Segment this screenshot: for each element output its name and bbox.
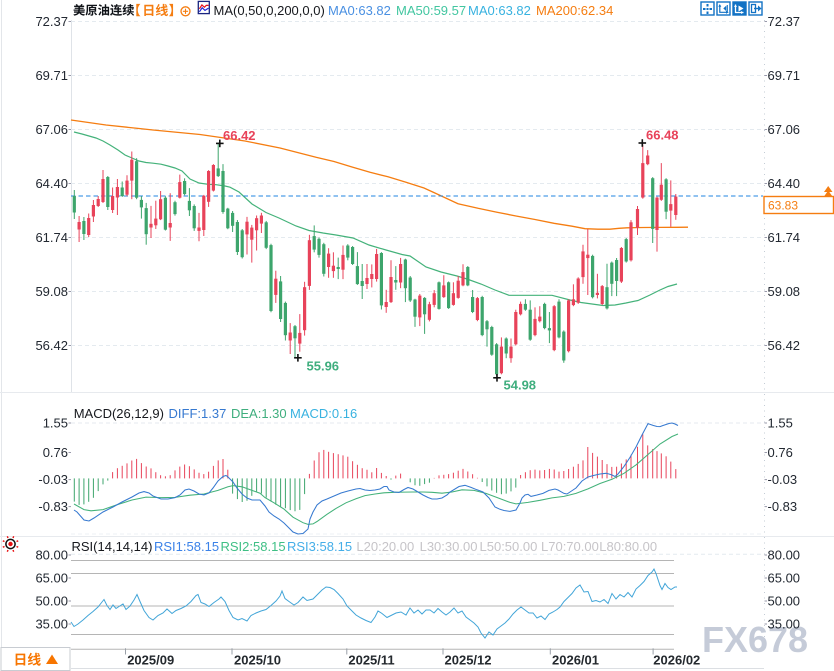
svg-text:L20:20.00: L20:20.00 [356,539,414,554]
svg-text:61.74: 61.74 [35,230,68,245]
svg-text:66.48: 66.48 [646,128,679,143]
svg-text:50.00: 50.00 [35,594,68,609]
svg-text:L70:70.00: L70:70.00 [541,539,599,554]
svg-text:2025/11: 2025/11 [348,653,394,668]
svg-text:67.06: 67.06 [35,122,68,137]
svg-text:-0.03: -0.03 [38,472,68,487]
svg-text:-0.83: -0.83 [768,499,798,514]
svg-text:L80:80.00: L80:80.00 [599,539,657,554]
svg-text:56.42: 56.42 [35,338,68,353]
svg-text:59.08: 59.08 [35,284,68,299]
svg-text:L30:30.00: L30:30.00 [420,539,478,554]
svg-text:DIFF:1.37: DIFF:1.37 [169,406,227,421]
svg-text:1.55: 1.55 [768,416,793,431]
svg-text:2025/12: 2025/12 [445,653,492,668]
svg-text:2026/01: 2026/01 [552,653,599,668]
svg-text:MA0:63.82: MA0:63.82 [468,3,531,18]
svg-text:MACD:0.16: MACD:0.16 [290,406,357,421]
svg-text:72.37: 72.37 [768,14,801,29]
svg-text:0.76: 0.76 [43,445,68,460]
svg-text:RSI2:58.15: RSI2:58.15 [221,539,286,554]
svg-text:64.40: 64.40 [35,176,68,191]
svg-text:63.83: 63.83 [768,199,798,213]
svg-text:80.00: 80.00 [35,548,68,563]
svg-text:35.00: 35.00 [768,617,801,632]
svg-text:-0.03: -0.03 [768,472,798,487]
svg-text:65.00: 65.00 [35,571,68,586]
svg-text:72.37: 72.37 [35,14,68,29]
svg-text:64.40: 64.40 [768,176,801,191]
svg-text:MA0:63.82: MA0:63.82 [328,3,391,18]
svg-text:0.76: 0.76 [768,445,793,460]
svg-text:RSI3:58.15: RSI3:58.15 [287,539,352,554]
svg-text:MACD(26,12,9): MACD(26,12,9) [74,406,164,421]
svg-text:MA(0,50,0,200,0,0): MA(0,50,0,200,0,0) [214,3,325,18]
svg-text:-0.83: -0.83 [38,499,68,514]
svg-text:1.55: 1.55 [43,416,68,431]
svg-text:2025/09: 2025/09 [127,653,174,668]
svg-text:50.00: 50.00 [768,594,801,609]
svg-text:2026/02: 2026/02 [653,653,700,668]
svg-text:MA50:59.57: MA50:59.57 [396,3,466,18]
svg-text:67.06: 67.06 [768,122,801,137]
svg-text:RSI(14,14,14): RSI(14,14,14) [72,539,153,554]
svg-text:61.74: 61.74 [768,230,801,245]
svg-text:55.96: 55.96 [307,359,340,374]
svg-text:65.00: 65.00 [768,571,801,586]
svg-text:69.71: 69.71 [768,68,801,83]
svg-text:59.08: 59.08 [768,284,801,299]
svg-text:RSI1:58.15: RSI1:58.15 [154,539,219,554]
svg-text:FX678: FX678 [702,619,808,660]
svg-text:2025/10: 2025/10 [234,653,281,668]
svg-text:56.42: 56.42 [768,338,801,353]
svg-text:35.00: 35.00 [35,617,68,632]
svg-text:FX678: FX678 [704,621,810,662]
svg-text:DEA:1.30: DEA:1.30 [231,406,287,421]
svg-text:66.42: 66.42 [223,128,256,143]
svg-text:80.00: 80.00 [768,548,801,563]
svg-text:MA200:62.34: MA200:62.34 [536,3,613,18]
svg-text:69.71: 69.71 [35,68,68,83]
svg-text:L50:50.00: L50:50.00 [480,539,538,554]
svg-text:54.98: 54.98 [504,378,537,393]
